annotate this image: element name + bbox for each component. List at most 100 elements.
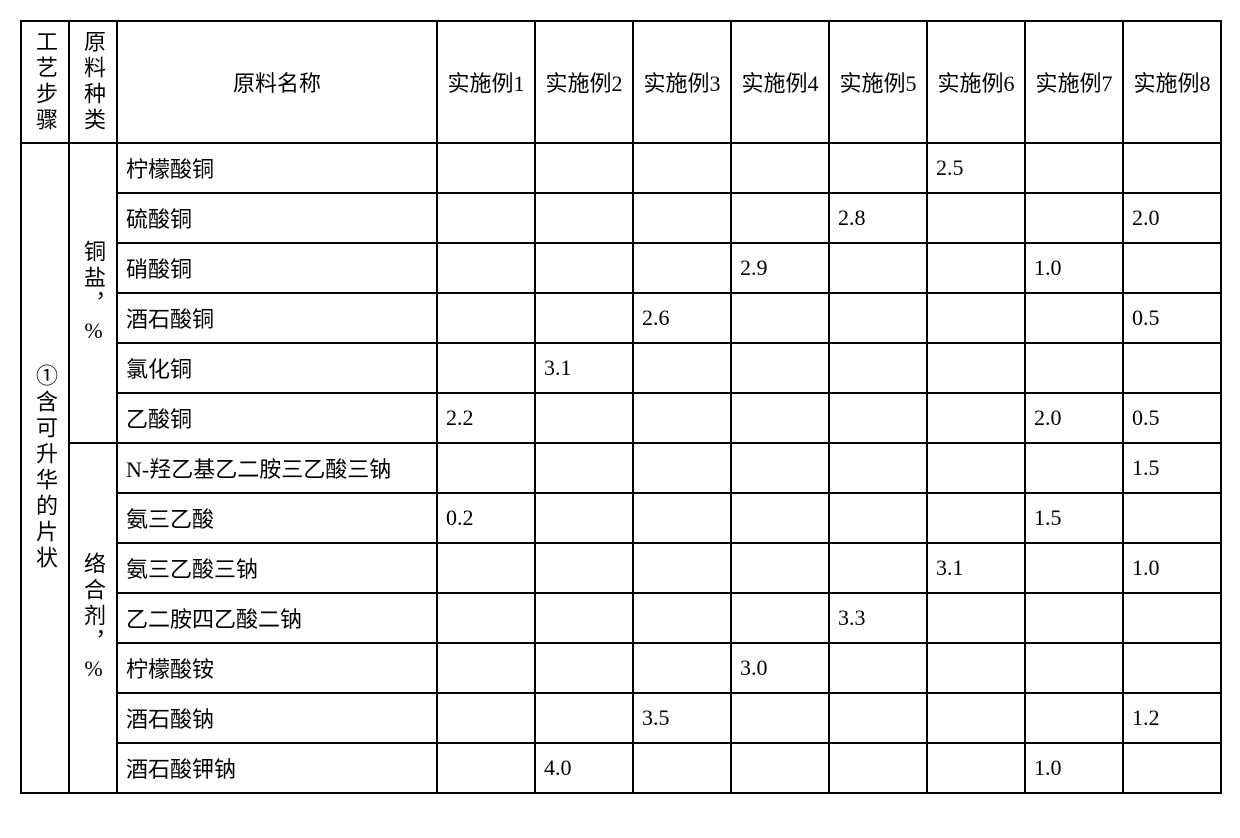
cell: 2.2 [437, 393, 535, 443]
cell [437, 593, 535, 643]
cell [731, 493, 829, 543]
cell [1025, 143, 1123, 193]
row-copper-acetate: 乙酸铜 2.2 2.0 0.5 [21, 393, 1221, 443]
cell [535, 293, 633, 343]
cell [633, 643, 731, 693]
cell: 1.0 [1123, 543, 1221, 593]
cell [829, 743, 927, 793]
material-potassium-sodium-tartrate: 酒石酸钾钠 [117, 743, 437, 793]
cell [731, 593, 829, 643]
cell [731, 693, 829, 743]
material-nta: 氨三乙酸 [117, 493, 437, 543]
cell [535, 243, 633, 293]
cell [1123, 493, 1221, 543]
cell: 0.5 [1123, 393, 1221, 443]
cell [1025, 293, 1123, 343]
cell [731, 293, 829, 343]
cell [633, 343, 731, 393]
cell [927, 343, 1025, 393]
cell: 2.0 [1123, 193, 1221, 243]
material-ammonium-citrate: 柠檬酸铵 [117, 643, 437, 693]
cell [437, 243, 535, 293]
cell [927, 443, 1025, 493]
cell [829, 643, 927, 693]
cell [927, 393, 1025, 443]
material-copper-chloride: 氯化铜 [117, 343, 437, 393]
category-complexing-agent: 络合剂，% [69, 443, 117, 793]
cell: 0.2 [437, 493, 535, 543]
cell: 2.9 [731, 243, 829, 293]
row-nta-trisodium: 氨三乙酸三钠 3.1 1.0 [21, 543, 1221, 593]
cell [535, 143, 633, 193]
cell [927, 643, 1025, 693]
cell [927, 743, 1025, 793]
cell [731, 393, 829, 443]
cell: 3.3 [829, 593, 927, 643]
cell [927, 593, 1025, 643]
cell [535, 543, 633, 593]
row-edta-disodium: 乙二胺四乙酸二钠 3.3 [21, 593, 1221, 643]
cell [633, 393, 731, 443]
material-edta-disodium: 乙二胺四乙酸二钠 [117, 593, 437, 643]
cell [1025, 593, 1123, 643]
material-copper-tartrate: 酒石酸铜 [117, 293, 437, 343]
row-potassium-sodium-tartrate: 酒石酸钾钠 4.0 1.0 [21, 743, 1221, 793]
cell [633, 543, 731, 593]
materials-table: 工艺步骤 原料种类 原料名称 实施例1 实施例2 实施例3 实施例4 实施例5 … [20, 20, 1222, 794]
cell: 3.5 [633, 693, 731, 743]
header-material-name: 原料名称 [117, 21, 437, 143]
cell: 1.5 [1025, 493, 1123, 543]
cell [1123, 643, 1221, 693]
cell: 3.1 [927, 543, 1025, 593]
cell: 1.5 [1123, 443, 1221, 493]
cell: 2.0 [1025, 393, 1123, 443]
material-copper-sulfate: 硫酸铜 [117, 193, 437, 243]
cell: 1.0 [1025, 743, 1123, 793]
cell [829, 393, 927, 443]
cell [1025, 643, 1123, 693]
cell [437, 693, 535, 743]
row-copper-chloride: 氯化铜 3.1 [21, 343, 1221, 393]
cell [1025, 543, 1123, 593]
cell [633, 243, 731, 293]
material-copper-citrate: 柠檬酸铜 [117, 143, 437, 193]
step-label: ①含可升华的片状 [21, 143, 69, 793]
header-ex3: 实施例3 [633, 21, 731, 143]
cell [1123, 143, 1221, 193]
cell [1123, 593, 1221, 643]
cell [437, 543, 535, 593]
material-sodium-tartrate: 酒石酸钠 [117, 693, 437, 743]
cell: 1.0 [1025, 243, 1123, 293]
cell [437, 443, 535, 493]
cell [731, 343, 829, 393]
cell [1025, 443, 1123, 493]
material-copper-nitrate: 硝酸铜 [117, 243, 437, 293]
cell [535, 693, 633, 743]
header-ex7: 实施例7 [1025, 21, 1123, 143]
cell: 4.0 [535, 743, 633, 793]
row-sodium-tartrate: 酒石酸钠 3.5 1.2 [21, 693, 1221, 743]
header-category: 原料种类 [69, 21, 117, 143]
cell [731, 443, 829, 493]
cell: 0.5 [1123, 293, 1221, 343]
cell [633, 493, 731, 543]
cell [1025, 193, 1123, 243]
cell [437, 143, 535, 193]
cell [1025, 693, 1123, 743]
cell [535, 593, 633, 643]
cell [535, 443, 633, 493]
cell [731, 143, 829, 193]
header-ex2: 实施例2 [535, 21, 633, 143]
cell [731, 743, 829, 793]
cell [633, 743, 731, 793]
cell [633, 443, 731, 493]
row-copper-nitrate: 硝酸铜 2.9 1.0 [21, 243, 1221, 293]
header-ex5: 实施例5 [829, 21, 927, 143]
cell: 2.5 [927, 143, 1025, 193]
cell [927, 293, 1025, 343]
cell: 3.0 [731, 643, 829, 693]
cell [535, 493, 633, 543]
cell [1123, 243, 1221, 293]
header-ex8: 实施例8 [1123, 21, 1221, 143]
row-copper-tartrate: 酒石酸铜 2.6 0.5 [21, 293, 1221, 343]
